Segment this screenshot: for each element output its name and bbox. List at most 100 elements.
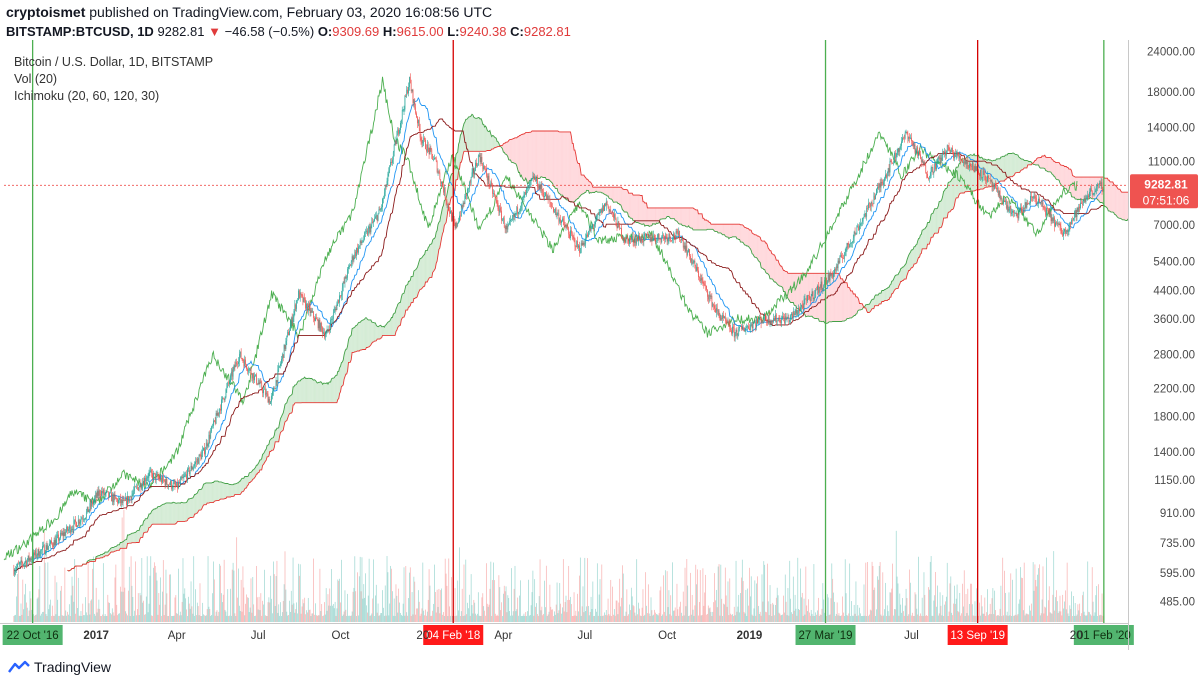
tradingview-brand[interactable]: TradingView	[8, 659, 111, 675]
candle-body	[852, 241, 853, 243]
candle-body	[213, 420, 215, 422]
volume-bar	[92, 568, 93, 622]
candle-body	[121, 499, 123, 503]
cloud-segment	[656, 207, 658, 224]
volume-bar	[497, 615, 499, 622]
volume-bar	[58, 615, 59, 622]
candle-body	[493, 193, 494, 194]
indicator-title[interactable]: Bitcoin / U.S. Dollar, 1D, BITSTAMP	[14, 55, 214, 69]
candle-body	[291, 317, 293, 323]
volume-bar	[99, 608, 101, 622]
volume-bar	[235, 615, 237, 622]
candle-body	[562, 218, 563, 221]
candle-body	[441, 182, 442, 184]
cloud-segment	[686, 207, 688, 227]
cloud-segment	[321, 382, 323, 403]
volume-bar	[752, 615, 754, 622]
volume-bar	[673, 610, 674, 622]
volume-bar	[94, 613, 95, 622]
volume-bar	[389, 603, 391, 622]
volume-bar	[640, 615, 642, 622]
candle-body	[96, 491, 98, 498]
volume-bar	[715, 589, 717, 622]
candle-body	[544, 196, 545, 198]
volume-bar	[937, 585, 938, 622]
candle-body	[651, 237, 653, 242]
cloud-segment	[721, 224, 723, 235]
volume-bar	[954, 603, 956, 622]
volume-bar	[72, 585, 74, 622]
down-arrow-icon: ▼	[208, 24, 221, 39]
cloud-segment	[663, 207, 665, 219]
volume-bar	[784, 574, 786, 622]
candle-body	[961, 159, 962, 161]
candle-body	[1086, 196, 1088, 199]
volume-bar	[656, 614, 657, 622]
candle-body	[343, 282, 345, 283]
cloud-segment	[1060, 165, 1062, 186]
volume-bar	[394, 615, 396, 622]
volume-bar	[142, 602, 144, 622]
candle-body	[934, 163, 936, 172]
candle-body	[1092, 193, 1094, 195]
candle-body	[1006, 205, 1008, 209]
cloud-segment	[625, 189, 626, 212]
volume-bar	[733, 606, 735, 622]
volume-bar	[177, 613, 178, 622]
volume-bar	[929, 561, 931, 622]
candle-body	[502, 218, 504, 220]
cloud-segment	[484, 126, 486, 152]
indicator-volume[interactable]: Vol (20)	[14, 72, 58, 86]
candle-body	[770, 321, 772, 324]
cloud-segment	[190, 498, 192, 518]
volume-bar	[121, 517, 123, 622]
candle-body	[215, 413, 217, 424]
cloud-segment	[1015, 154, 1017, 174]
volume-bar	[478, 615, 480, 622]
cloud-segment	[589, 181, 591, 194]
volume-bar	[897, 583, 899, 622]
volume-bar	[80, 611, 82, 622]
volume-bar	[464, 615, 466, 622]
volume-bar	[53, 615, 55, 622]
volume-bar	[143, 600, 144, 622]
volume-bar	[576, 615, 578, 622]
candle-body	[863, 216, 865, 218]
cloud-segment	[1051, 157, 1052, 174]
candle-body	[706, 285, 707, 290]
candle-body	[1072, 219, 1073, 221]
volume-bar	[754, 580, 756, 622]
candle-body	[565, 226, 567, 228]
candle-body	[997, 188, 999, 196]
cloud-segment	[376, 325, 378, 341]
cloud-segment	[908, 253, 910, 271]
cloud-segment	[177, 502, 179, 522]
volume-bar	[538, 596, 540, 622]
candle-body	[435, 158, 437, 162]
author-name[interactable]: cryptoismet	[6, 4, 86, 20]
volume-bar	[636, 559, 638, 622]
candle-body	[70, 530, 72, 533]
volume-bar	[970, 583, 971, 622]
candle-body	[691, 258, 693, 264]
candle-body	[273, 388, 274, 392]
candle-body	[808, 295, 809, 296]
candle-body	[126, 497, 127, 505]
volume-bar	[432, 610, 434, 622]
candle-body	[787, 317, 789, 318]
candle-body	[326, 329, 328, 334]
cloud-segment	[345, 349, 347, 375]
cloud-segment	[872, 299, 874, 309]
volume-bar	[422, 562, 424, 622]
candle-body	[1076, 207, 1078, 218]
cloud-segment	[1117, 187, 1119, 218]
cloud-segment	[391, 317, 393, 336]
indicator-ichimoku[interactable]: Ichimoku (20, 60, 120, 30)	[14, 89, 160, 103]
volume-bar	[679, 606, 681, 622]
volume-bar	[899, 593, 901, 622]
volume-bar	[990, 614, 992, 622]
volume-bar	[708, 608, 710, 622]
volume-bar	[1004, 570, 1005, 622]
cloud-segment	[524, 132, 526, 181]
